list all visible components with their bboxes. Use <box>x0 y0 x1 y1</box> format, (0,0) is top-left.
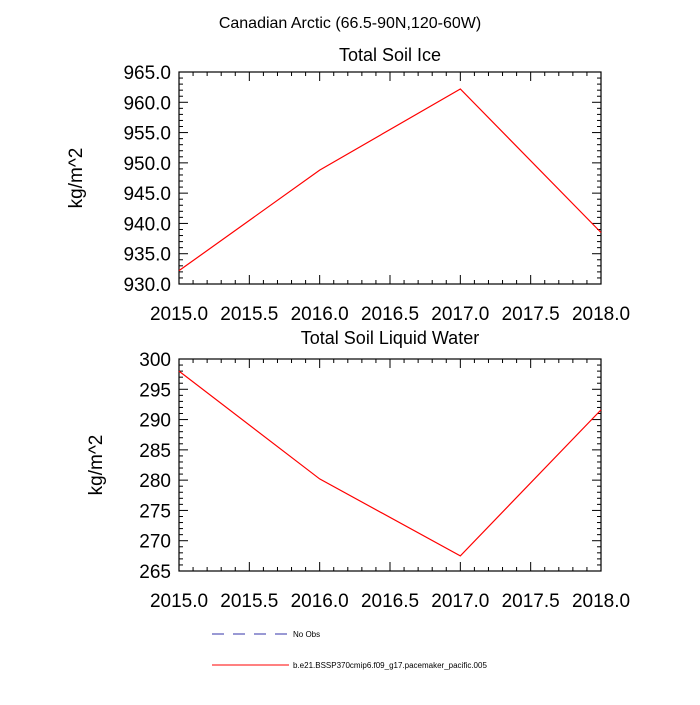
series-line-1 <box>178 370 602 557</box>
x-tick-label: 2015.0 <box>150 591 208 612</box>
x-tick-label: 2018.0 <box>572 591 630 612</box>
y-tick-label: 940.0 <box>123 214 171 235</box>
x-tick-label: 2018.0 <box>572 304 630 325</box>
figure-suptitle: Canadian Arctic (66.5-90N,120-60W) <box>219 15 481 32</box>
y-axis-label: kg/m^2 <box>86 435 107 496</box>
x-tick-label: 2015.5 <box>220 304 278 325</box>
y-tick-label: 945.0 <box>123 184 171 205</box>
y-tick-label: 955.0 <box>123 124 171 145</box>
legend-label-2: b.e21.BSSP370cmip6.f09_g17.pacemaker_pac… <box>293 661 487 670</box>
y-tick-label: 300 <box>139 350 171 371</box>
y-tick-label: 265 <box>139 562 171 583</box>
y-tick-label: 960.0 <box>123 93 171 114</box>
chart-panels: Total Soil Ice 2015.0 2015.5 2016.0 2016.5 20… <box>66 45 630 612</box>
x-tick-label: 2017.0 <box>431 304 489 325</box>
x-tick-label: 2016.0 <box>291 591 349 612</box>
series-line-1 <box>178 88 602 272</box>
x-tick-label: 2017.0 <box>431 591 489 612</box>
y-tick-label: 965.0 <box>123 63 171 84</box>
chart-panel-2: Total Soil Liquid Water 2015.0 2015.5 2016.… <box>86 328 630 612</box>
legend: No Obs b.e21.BSSP370cmip6.f09_g17.pacemak… <box>212 630 487 670</box>
plot-frame <box>178 71 602 285</box>
y-tick-label: 295 <box>139 380 171 401</box>
chart-panel-1: Total Soil Ice 2015.0 2015.5 2016.0 2016.5 20… <box>66 45 630 325</box>
y-tick-label: 275 <box>139 501 171 522</box>
x-tick-label: 2017.5 <box>502 591 560 612</box>
x-tick-label: 2017.5 <box>502 304 560 325</box>
y-tick-label: 950.0 <box>123 154 171 175</box>
x-tick-label: 2016.0 <box>291 304 349 325</box>
legend-label-1: No Obs <box>293 630 320 639</box>
y-tick-label: 290 <box>139 411 171 432</box>
y-tick-label: 285 <box>139 441 171 462</box>
x-tick-label: 2015.5 <box>220 591 278 612</box>
y-tick-label: 270 <box>139 532 171 553</box>
y-tick-label: 935.0 <box>123 245 171 266</box>
x-tick-label: 2015.0 <box>150 304 208 325</box>
chart-title: Total Soil Liquid Water <box>301 328 479 348</box>
x-tick-label: 2016.5 <box>361 591 419 612</box>
y-tick-label: 930.0 <box>123 275 171 296</box>
plot-frame <box>178 358 602 572</box>
x-tick-label: 2016.5 <box>361 304 419 325</box>
chart-title: Total Soil Ice <box>339 45 441 65</box>
y-axis-label: kg/m^2 <box>66 148 87 209</box>
y-tick-label: 280 <box>139 471 171 492</box>
